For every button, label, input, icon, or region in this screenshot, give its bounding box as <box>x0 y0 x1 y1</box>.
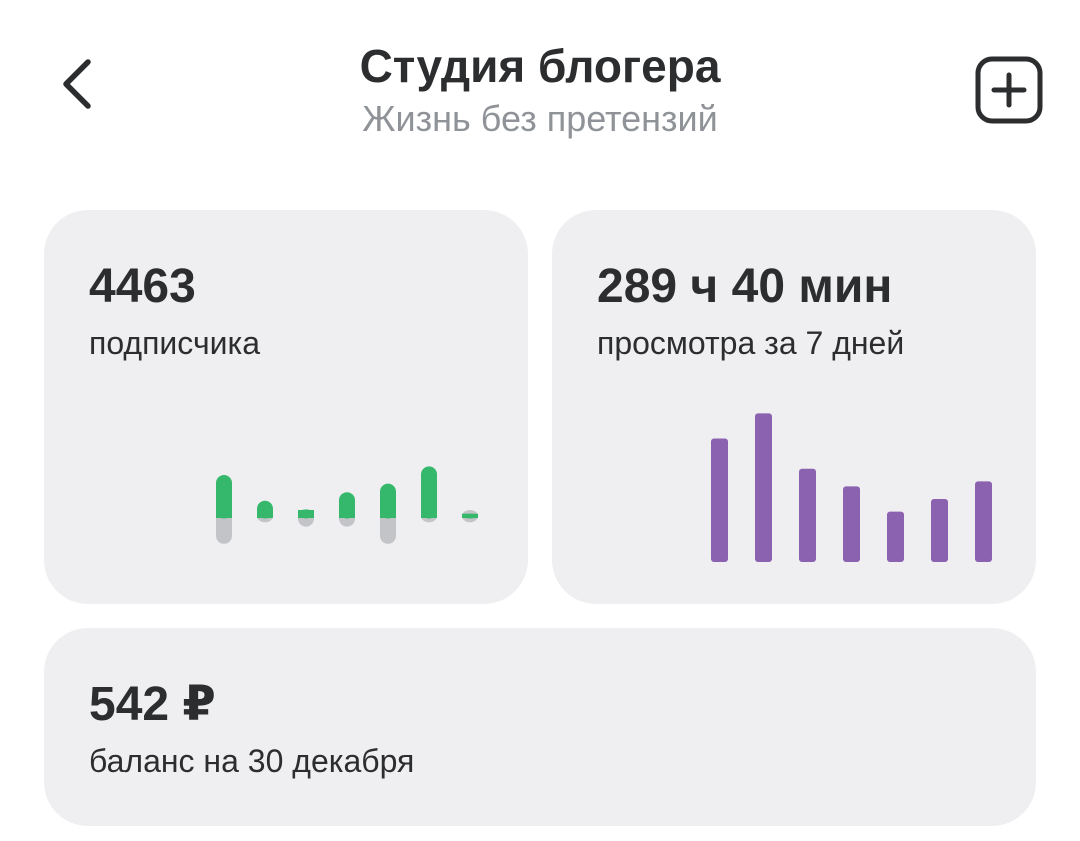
balance-amount: 542 ₽ <box>89 678 216 731</box>
subscriber-gain-bar-base <box>380 510 396 518</box>
balance-card[interactable]: 542 ₽ баланс на 30 декабря <box>44 628 1036 826</box>
subscribers-label: подписчика <box>89 325 260 361</box>
subscriber-loss-bar <box>380 510 396 544</box>
balance-label: баланс на 30 декабря <box>89 743 415 779</box>
back-button[interactable] <box>48 50 104 118</box>
header: Студия блогера Жизнь без претензий <box>0 0 1080 170</box>
subscribers-chart <box>216 466 478 544</box>
subscriber-gain-bar-base <box>216 510 232 518</box>
views-bar <box>887 511 904 562</box>
views-bar <box>931 499 948 562</box>
views-bar <box>711 438 728 562</box>
subscriber-gain-bar-base <box>298 510 314 518</box>
subscriber-gain-bar-base <box>257 510 273 518</box>
views-bar <box>843 486 860 562</box>
views-chart <box>711 413 992 562</box>
subscribers-card[interactable]: 4463 подписчика <box>44 210 528 604</box>
views-label: просмотра за 7 дней <box>597 325 905 361</box>
subscriber-gain-bar-base <box>462 513 478 518</box>
subscriber-loss-bar <box>216 510 232 544</box>
chevron-left-icon <box>63 59 91 109</box>
views-card[interactable]: 289 ч 40 мин просмотра за 7 дней <box>552 210 1036 604</box>
views-bar <box>755 413 772 562</box>
add-button[interactable] <box>975 56 1043 124</box>
subscriber-gain-bar-base <box>339 510 355 518</box>
subscriber-gain-bar <box>380 483 396 519</box>
subscriber-gain-bar <box>421 466 437 519</box>
plus-square-icon <box>975 56 1043 124</box>
page-subtitle: Жизнь без претензий <box>362 98 718 139</box>
subscribers-count: 4463 <box>89 260 196 313</box>
views-bar <box>799 468 816 562</box>
subscriber-gain-bar <box>216 475 232 519</box>
views-time: 289 ч 40 мин <box>597 260 893 313</box>
views-bar <box>975 481 992 562</box>
subscriber-gain-bar-base <box>421 510 437 518</box>
page-title: Студия блогера <box>359 40 721 92</box>
